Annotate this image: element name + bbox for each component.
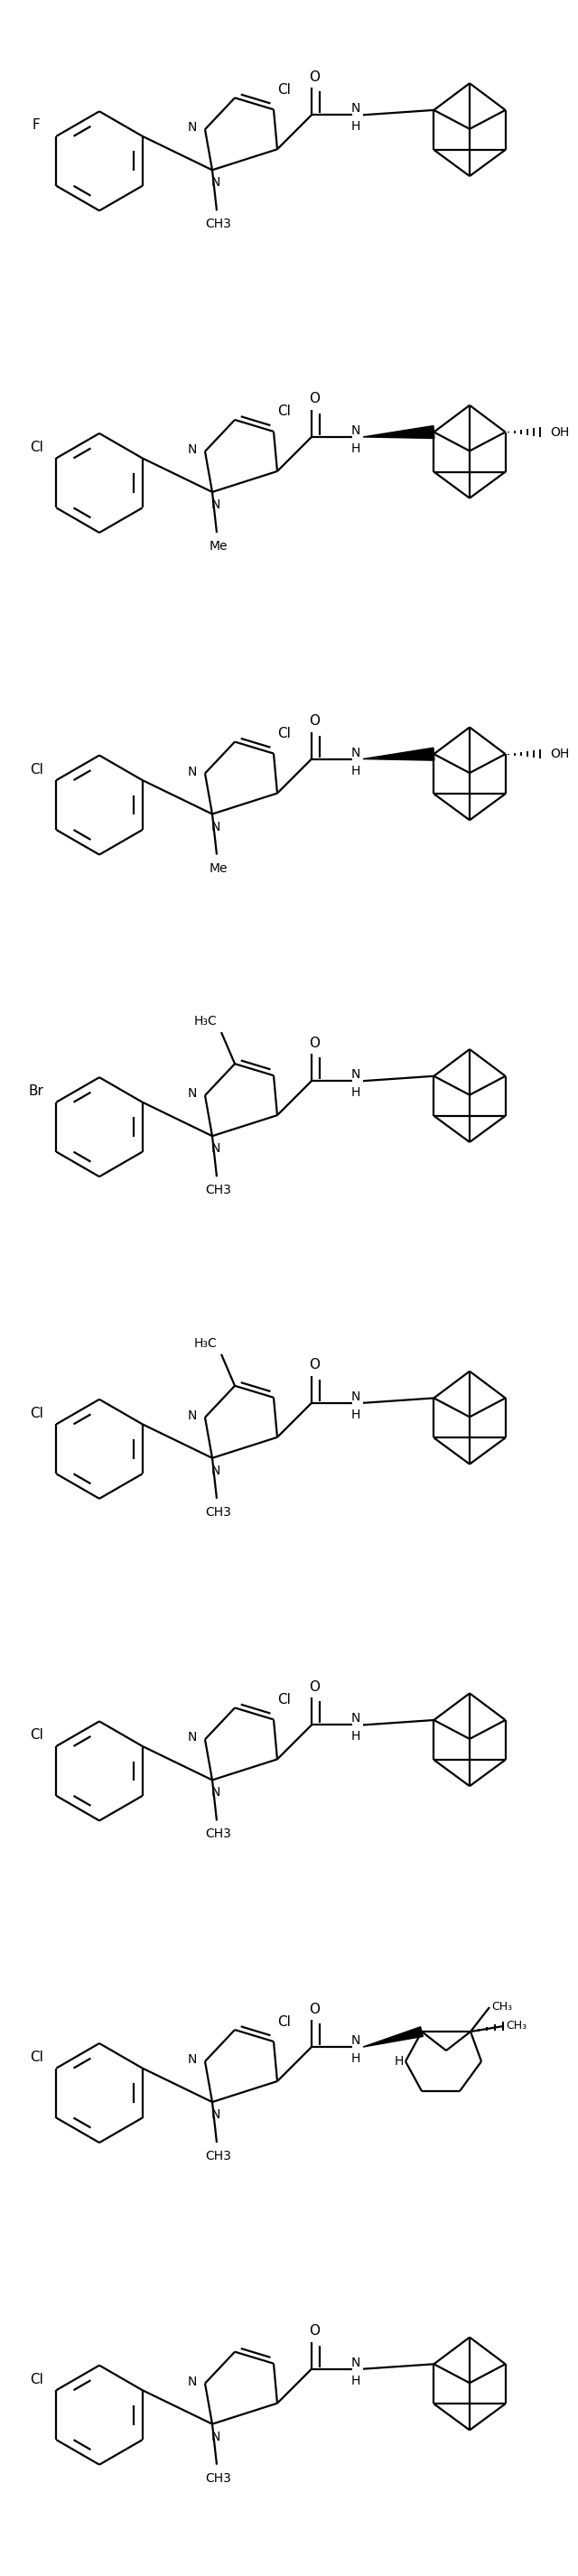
Text: H: H: [351, 1409, 361, 1422]
Text: Cl: Cl: [278, 726, 291, 739]
Text: H: H: [351, 121, 361, 134]
Text: N: N: [351, 1713, 361, 1726]
Text: N: N: [211, 2107, 221, 2120]
Text: Cl: Cl: [278, 1692, 291, 1705]
Polygon shape: [363, 425, 434, 438]
Text: O: O: [309, 2002, 320, 2017]
Text: CH3: CH3: [206, 2473, 232, 2483]
Text: Me: Me: [209, 863, 228, 873]
Text: N: N: [211, 2429, 221, 2442]
Text: CH3: CH3: [206, 2151, 232, 2161]
Text: CH3: CH3: [206, 219, 232, 229]
Text: Cl: Cl: [29, 2050, 43, 2063]
Text: N: N: [211, 175, 221, 188]
Text: N: N: [188, 1731, 197, 1744]
Text: H: H: [351, 443, 361, 456]
Text: N: N: [211, 1785, 221, 1798]
Text: H: H: [394, 2056, 403, 2069]
Text: H: H: [351, 2375, 361, 2388]
Text: OH: OH: [551, 747, 570, 760]
Text: CH3: CH3: [206, 1507, 232, 1517]
Text: Cl: Cl: [278, 2014, 291, 2027]
Text: H: H: [351, 2053, 361, 2066]
Text: O: O: [309, 1680, 320, 1695]
Text: N: N: [351, 2035, 361, 2048]
Text: O: O: [309, 392, 320, 407]
Text: Cl: Cl: [278, 82, 291, 95]
Text: N: N: [188, 443, 197, 456]
Text: N: N: [188, 1409, 197, 1422]
Text: N: N: [351, 2357, 361, 2370]
Text: N: N: [351, 103, 361, 116]
Text: N: N: [351, 425, 361, 438]
Text: H₃C: H₃C: [194, 1015, 217, 1028]
Text: O: O: [309, 70, 320, 85]
Text: N: N: [188, 1087, 197, 1100]
Text: H: H: [351, 1731, 361, 1744]
Text: Cl: Cl: [278, 404, 291, 417]
Text: N: N: [211, 1463, 221, 1476]
Text: O: O: [309, 1036, 320, 1051]
Polygon shape: [363, 747, 434, 760]
Text: Cl: Cl: [29, 1406, 43, 1419]
Text: Cl: Cl: [29, 440, 43, 453]
Text: N: N: [351, 1069, 361, 1082]
Text: Cl: Cl: [29, 762, 43, 775]
Text: N: N: [188, 2053, 197, 2066]
Text: F: F: [32, 118, 40, 131]
Text: Br: Br: [29, 1084, 44, 1097]
Text: CH₃: CH₃: [506, 2020, 527, 2030]
Text: OH: OH: [551, 425, 570, 438]
Text: O: O: [309, 2324, 320, 2339]
Text: Cl: Cl: [29, 2372, 43, 2385]
Text: H₃C: H₃C: [194, 1337, 217, 1350]
Text: CH3: CH3: [206, 1185, 232, 1195]
Text: CH3: CH3: [206, 1829, 232, 1839]
Text: N: N: [351, 747, 361, 760]
Text: H: H: [351, 1087, 361, 1100]
Text: N: N: [188, 121, 197, 134]
Text: CH₃: CH₃: [491, 2002, 512, 2012]
Text: N: N: [211, 497, 221, 510]
Text: N: N: [188, 765, 197, 778]
Text: H: H: [351, 765, 361, 778]
Text: O: O: [309, 1358, 320, 1373]
Text: N: N: [188, 2375, 197, 2388]
Text: N: N: [211, 819, 221, 832]
Text: O: O: [309, 714, 320, 729]
Text: Cl: Cl: [29, 1728, 43, 1741]
Text: N: N: [351, 1391, 361, 1404]
Text: N: N: [211, 1141, 221, 1154]
Polygon shape: [363, 2027, 423, 2048]
Text: Me: Me: [209, 541, 228, 551]
